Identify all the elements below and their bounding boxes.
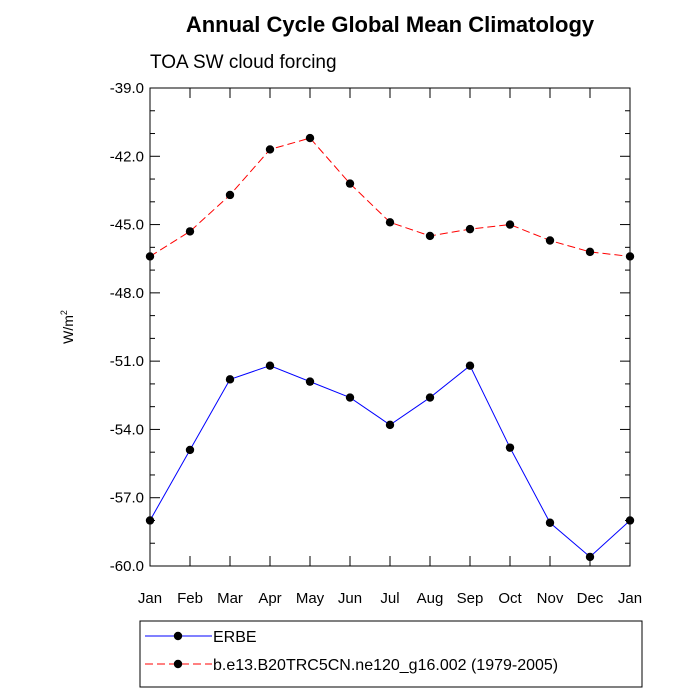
series-2-point bbox=[425, 231, 435, 241]
x-tick-label: Jun bbox=[338, 590, 362, 607]
series-1-point bbox=[585, 552, 595, 562]
x-tick-label: Feb bbox=[177, 590, 203, 607]
y-axis: -60.0 -57.0 -54.0 -51.0 -48.0 -45.0 -42.0 -39.0 bbox=[110, 80, 630, 575]
y-tick-label: -51.0 bbox=[110, 353, 144, 370]
x-tick-label: Jan bbox=[138, 590, 162, 607]
y-tick-label: -48.0 bbox=[110, 285, 144, 302]
chart-subtitle: TOA SW cloud forcing bbox=[150, 52, 337, 73]
series-1-point bbox=[345, 393, 355, 402]
y-tick-label: -54.0 bbox=[110, 421, 144, 438]
x-tick-label: Jul bbox=[380, 590, 399, 607]
x-axis: Jan Feb Mar Apr May Jun Jul Aug Sep Oct Nov Dec Jan bbox=[138, 88, 642, 607]
x-tick-label: Dec bbox=[577, 590, 604, 607]
series-2-point bbox=[385, 218, 395, 227]
series-1-point bbox=[625, 516, 635, 525]
y-axis-label-exponent: 2 bbox=[59, 310, 69, 315]
series-2-point bbox=[305, 133, 315, 143]
series-2-point bbox=[345, 179, 355, 188]
chart-title: Annual Cycle Global Mean Climatology bbox=[186, 12, 595, 37]
series-2-point bbox=[265, 145, 275, 154]
series-2-point bbox=[145, 252, 155, 261]
series-1-point bbox=[145, 516, 155, 525]
y-tick-label: -42.0 bbox=[110, 148, 144, 165]
series-2-point bbox=[465, 224, 475, 234]
series-1-point bbox=[225, 375, 235, 384]
series-layer bbox=[145, 133, 635, 562]
legend-marker-1 bbox=[173, 631, 183, 641]
series-1-point bbox=[265, 361, 275, 370]
x-tick-label: Aug bbox=[417, 590, 444, 607]
legend-box bbox=[139, 620, 643, 688]
y-axis-label-unit: W/m bbox=[60, 315, 76, 344]
y-tick-label: -57.0 bbox=[110, 490, 144, 507]
y-tick-label: -60.0 bbox=[110, 558, 144, 575]
series-2-point bbox=[505, 220, 515, 229]
series-2-point bbox=[545, 236, 555, 245]
series-1-point bbox=[465, 361, 475, 370]
x-tick-label: Mar bbox=[217, 590, 243, 607]
series-1-point bbox=[425, 393, 435, 402]
x-tick-label: Nov bbox=[537, 590, 564, 607]
series-2-point bbox=[185, 227, 195, 236]
legend-label-2: b.e13.B20TRC5CN.ne120_g16.002 (1979-2005… bbox=[213, 657, 558, 674]
series-1-point bbox=[305, 377, 315, 386]
x-tick-label: Sep bbox=[457, 590, 484, 607]
series-2-point bbox=[625, 252, 635, 261]
series-1-point bbox=[505, 443, 515, 452]
x-tick-label: Oct bbox=[498, 590, 522, 607]
x-tick-label: May bbox=[296, 590, 325, 607]
series-1-point bbox=[385, 420, 395, 430]
series-2-point bbox=[225, 190, 235, 200]
series-line-2 bbox=[149, 137, 631, 257]
plot-frame bbox=[149, 87, 631, 567]
x-tick-label: Jan bbox=[618, 590, 642, 607]
series-1-point bbox=[545, 518, 555, 527]
series-1-point bbox=[185, 445, 195, 455]
legend-marker-2 bbox=[173, 659, 183, 669]
y-tick-label: -39.0 bbox=[110, 80, 144, 97]
x-tick-label: Apr bbox=[258, 590, 281, 607]
legend-label-1: ERBE bbox=[213, 629, 257, 646]
y-tick-label: -45.0 bbox=[110, 217, 144, 234]
series-2-point bbox=[585, 247, 595, 257]
legend: ERBE b.e13.B20TRC5CN.ne120_g16.002 (1979-… bbox=[145, 629, 558, 674]
series-line-1 bbox=[149, 364, 631, 558]
y-axis-label: W/m2 bbox=[59, 310, 76, 344]
